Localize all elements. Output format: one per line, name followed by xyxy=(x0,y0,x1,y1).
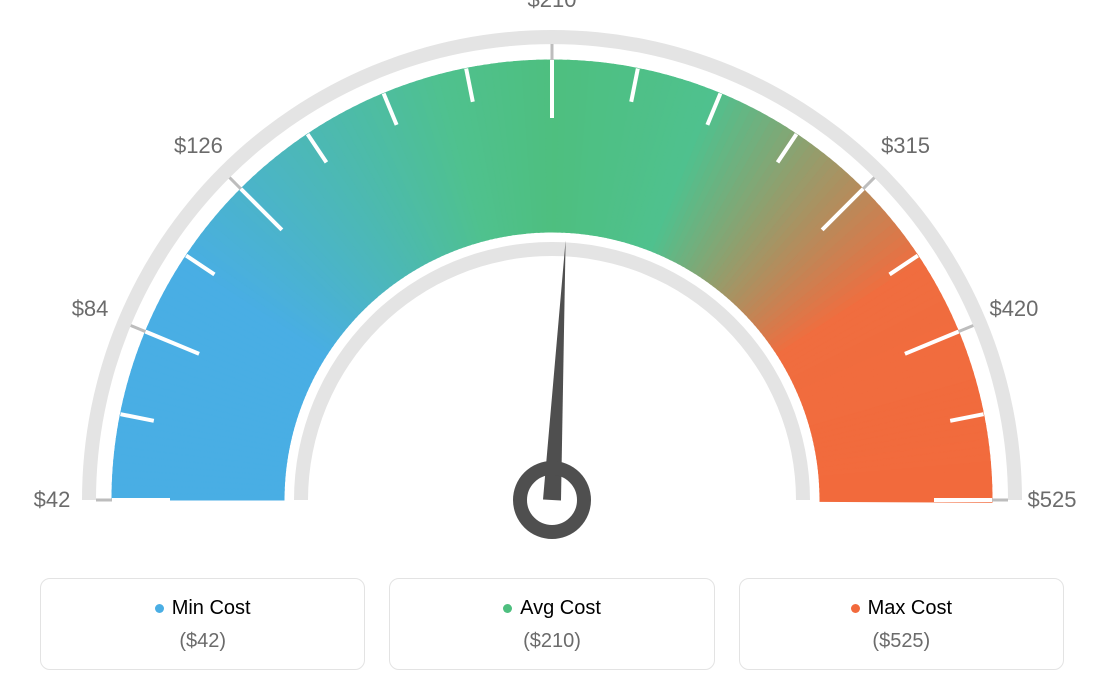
gauge-tick-label: $210 xyxy=(528,0,577,13)
gauge-tick-label: $84 xyxy=(72,296,109,322)
cost-gauge-chart: $42 $84 $126 $210 $315 $420 $525 Min Cost ($42… xyxy=(0,0,1104,690)
gauge-tick-label: $525 xyxy=(1028,487,1077,513)
gauge-tick-label: $420 xyxy=(989,296,1038,322)
gauge-tick-label: $42 xyxy=(34,487,71,513)
legend-dot-avg xyxy=(503,604,512,613)
legend-dot-max xyxy=(851,604,860,613)
legend-label-min: Min Cost xyxy=(172,597,251,620)
gauge-svg xyxy=(0,0,1104,560)
legend-dot-min xyxy=(155,604,164,613)
gauge-tick-label: $126 xyxy=(174,133,223,159)
legend-value-min: ($42) xyxy=(51,630,354,653)
legend-value-avg: ($210) xyxy=(400,630,703,653)
legend-value-max: ($525) xyxy=(750,630,1053,653)
legend-label-max: Max Cost xyxy=(868,597,952,620)
legend-title-avg: Avg Cost xyxy=(503,597,601,620)
gauge-area: $42 $84 $126 $210 $315 $420 $525 xyxy=(0,0,1104,560)
gauge-tick-label: $315 xyxy=(881,133,930,159)
legend-label-avg: Avg Cost xyxy=(520,597,601,620)
legend-title-min: Min Cost xyxy=(155,597,251,620)
legend-card-min: Min Cost ($42) xyxy=(40,578,365,670)
legend-card-avg: Avg Cost ($210) xyxy=(389,578,714,670)
legend-card-max: Max Cost ($525) xyxy=(739,578,1064,670)
legend-title-max: Max Cost xyxy=(851,597,952,620)
legend-row: Min Cost ($42) Avg Cost ($210) Max Cost … xyxy=(40,578,1064,670)
